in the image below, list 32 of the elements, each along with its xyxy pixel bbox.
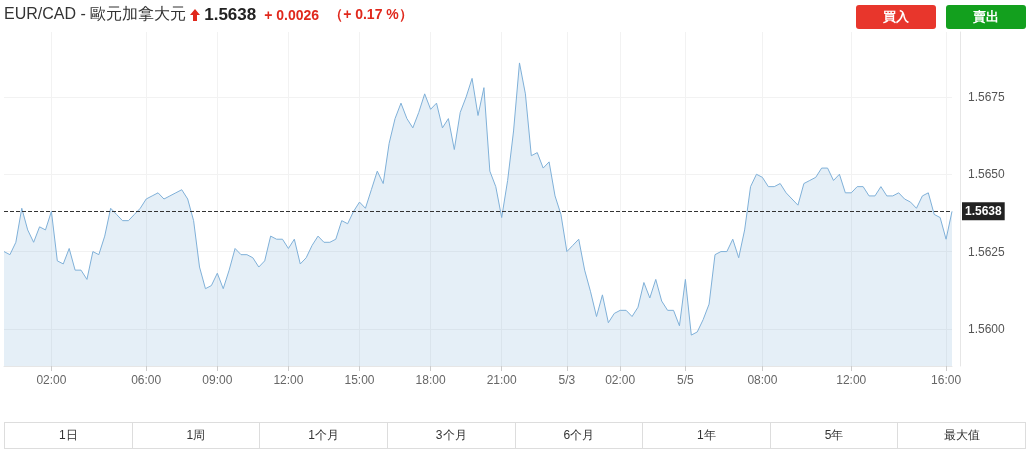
text: 1周 — [131, 423, 260, 448]
text: 最大值 — [897, 423, 1025, 448]
x-tick-label: 15:00 — [344, 373, 375, 387]
chart-title: EUR/CAD - 歐元加拿大元 — [4, 4, 187, 24]
x-tick-label: 5/5 — [677, 373, 695, 387]
y-tick-label: 1.5625 — [968, 244, 1006, 259]
x-tick-label: 16:00 — [931, 373, 962, 387]
x-tick-label: 06:00 — [131, 373, 162, 387]
y-tick-label: 1.5650 — [968, 167, 1006, 182]
text: + 0.0026 — [264, 6, 320, 23]
text: 6个月 — [514, 423, 643, 448]
ref-line-label: 1.5638 — [965, 204, 1003, 219]
text: 3个月 — [386, 423, 515, 448]
x-tick-label: 12:00 — [273, 373, 304, 387]
x-tick-label: 12:00 — [836, 373, 867, 387]
text: 賣出 — [946, 5, 1026, 29]
text: 1个月 — [259, 423, 387, 448]
x-tick-label: 5/3 — [558, 373, 576, 387]
text: 1年 — [642, 423, 770, 448]
x-tick-label: 18:00 — [415, 373, 446, 387]
text: 買入 — [856, 5, 936, 29]
x-tick-label: 02:00 — [36, 373, 67, 387]
x-tick-label: 09:00 — [202, 373, 233, 387]
text: （+ 0.17 %） — [329, 5, 413, 24]
x-tick-label: 08:00 — [747, 373, 778, 387]
text: 1日 — [57, 427, 79, 444]
x-tick-label: 21:00 — [486, 373, 518, 387]
text: 5年 — [769, 423, 898, 448]
x-tick-label: 02:00 — [605, 373, 636, 387]
text: 1.5638 — [204, 4, 257, 25]
y-tick-label: 1.5600 — [968, 321, 1006, 336]
y-tick-label: 1.5675 — [968, 89, 1006, 104]
